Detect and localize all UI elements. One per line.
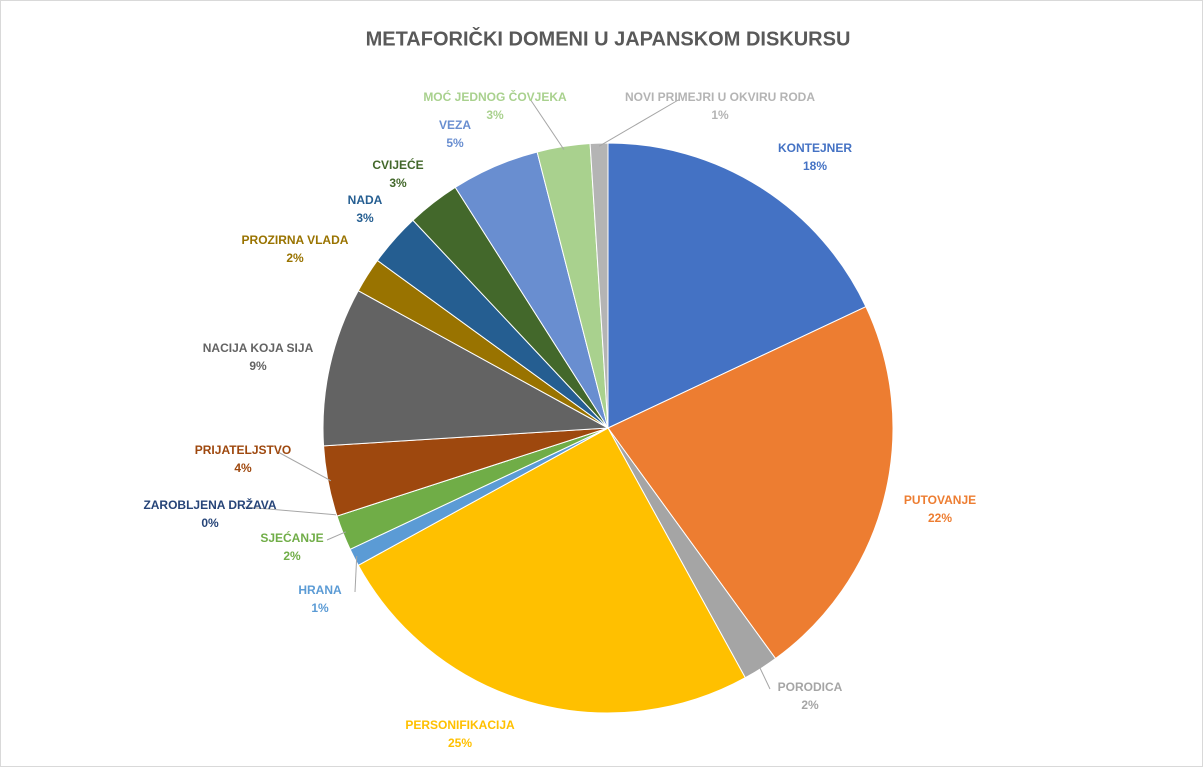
data-label-value: 3% <box>486 108 504 122</box>
data-label-value: 25% <box>448 736 472 750</box>
leader-line <box>354 556 358 593</box>
data-label-name: NOVI PRIMEJRI U OKVIRU RODA <box>625 90 815 104</box>
leader-line <box>598 98 681 147</box>
data-label-name: MOĆ JEDNOG ČOVJEKA <box>423 89 567 104</box>
data-label-name: ZAROBLJENA DRŽAVA <box>143 497 276 512</box>
data-label-value: 5% <box>446 136 464 150</box>
data-label-value: 2% <box>286 251 304 265</box>
data-label-name: PRIJATELJSTVO <box>195 443 291 457</box>
data-label-name: KONTEJNER <box>778 141 852 155</box>
data-label-value: 9% <box>249 359 267 373</box>
data-label-value: 1% <box>711 108 729 122</box>
chart-title: METAFORIČKI DOMENI U JAPANSKOM DISKURSU <box>366 26 851 50</box>
data-label-value: 2% <box>283 549 301 563</box>
pie-slice <box>322 290 610 447</box>
leader-line <box>326 531 347 541</box>
data-label-value: 3% <box>389 176 407 190</box>
data-label-value: 2% <box>801 698 819 712</box>
data-label-name: PROZIRNA VLADA <box>242 233 349 247</box>
data-label-value: 3% <box>356 211 374 225</box>
leader-line <box>277 451 332 482</box>
pie-slice <box>357 427 746 714</box>
data-label-value: 22% <box>928 511 952 525</box>
data-label-value: 4% <box>234 461 252 475</box>
leader-line <box>529 98 565 150</box>
data-label-name: NADA <box>348 193 383 207</box>
pie-slice <box>607 142 867 429</box>
data-label-value: 18% <box>803 159 827 173</box>
data-label-name: HRANA <box>298 583 342 597</box>
pie-slice <box>589 142 609 429</box>
data-label-value: 0% <box>201 516 219 530</box>
data-label-name: PUTOVANJE <box>904 493 976 507</box>
data-label-name: VEZA <box>439 118 471 132</box>
data-label-name: CVIJEĆE <box>372 157 423 172</box>
data-label-value: 1% <box>311 601 329 615</box>
data-label-name: SJEĆANJE <box>260 530 323 545</box>
data-label-name: NACIJA KOJA SIJA <box>203 341 314 355</box>
pie-slice <box>607 305 894 660</box>
leader-line <box>758 665 771 690</box>
data-label-name: PERSONIFIKACIJA <box>405 718 515 732</box>
leader-line <box>244 506 340 516</box>
data-label-name: PORODICA <box>778 680 843 694</box>
